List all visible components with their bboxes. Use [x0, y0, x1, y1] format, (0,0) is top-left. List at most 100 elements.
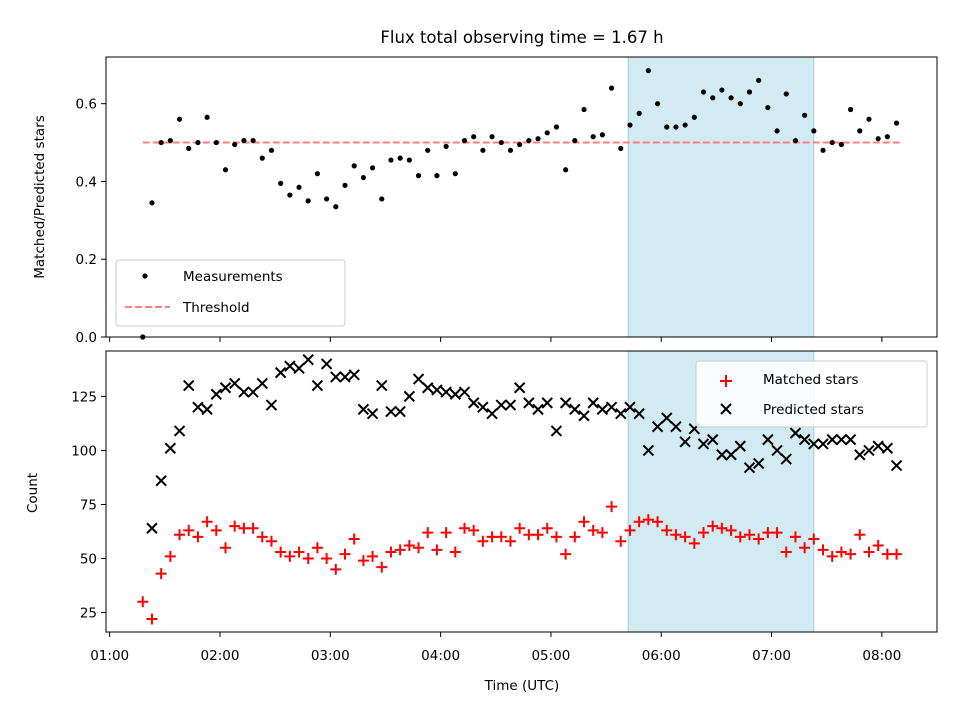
measurement-point: [636, 110, 642, 116]
matched-point: [164, 550, 176, 562]
measurement-point: [691, 114, 697, 120]
matched-point: [174, 529, 186, 541]
predicted-point: [651, 420, 664, 433]
predicted-point: [183, 379, 195, 392]
measurement-point: [618, 145, 624, 151]
x-axis-label: Time (UTC): [484, 678, 560, 694]
matched-point: [698, 527, 710, 539]
measurement-point: [360, 174, 366, 181]
measurement-point: [176, 116, 183, 122]
matched-point: [357, 555, 369, 567]
measurement-point: [811, 128, 817, 134]
measurement-point: [673, 124, 679, 130]
matched-point: [569, 531, 581, 543]
matched-point: [845, 548, 857, 560]
measurement-point: [305, 198, 311, 204]
predicted-point: [412, 373, 425, 385]
matched-point: [422, 527, 434, 539]
measurement-point: [489, 134, 495, 140]
measurement-point: [471, 134, 477, 140]
matched-point: [743, 529, 755, 541]
matched-point: [891, 548, 903, 560]
measurement-point: [388, 157, 394, 163]
matched-point: [670, 529, 682, 541]
predicted-point: [348, 369, 360, 381]
measurement-point: [268, 147, 275, 153]
measurement-point: [847, 106, 854, 113]
top-panel: 0.0 0.2 0.4 0.6 Matched/Predicted stars Mea…: [32, 56, 938, 346]
top-y-tick-label: 0.0: [76, 330, 97, 346]
measurement-point: [397, 155, 403, 161]
x-tick-label: 08:00: [862, 648, 901, 664]
matched-point: [321, 553, 333, 565]
predicted-point: [210, 388, 223, 400]
matched-point: [348, 533, 360, 545]
measurement-point: [599, 132, 605, 138]
matched-point: [413, 542, 425, 554]
bottom-series-0: [137, 501, 903, 625]
predicted-point: [762, 433, 774, 446]
predicted-point: [863, 444, 875, 457]
predicted-point: [780, 453, 792, 465]
predicted-point: [798, 433, 811, 446]
predicted-point: [706, 433, 719, 446]
predicted-point: [890, 459, 903, 472]
matched-point: [431, 544, 443, 556]
measurement-point: [664, 124, 670, 130]
predicted-point: [826, 433, 838, 446]
measurement-point: [149, 200, 155, 206]
matched-point: [661, 524, 673, 536]
measurement-point: [213, 139, 219, 146]
matched-point: [459, 522, 471, 534]
predicted-point: [541, 397, 553, 409]
predicted-point: [854, 449, 866, 461]
predicted-point: [679, 436, 691, 448]
predicted-point: [274, 366, 287, 379]
measurement-point: [553, 124, 560, 130]
measurement-point: [434, 173, 440, 179]
top-y-tick-label: 0.6: [76, 97, 97, 113]
predicted-point: [752, 457, 765, 470]
predicted-point: [633, 407, 645, 420]
matched-point: [624, 524, 636, 536]
measurement-point: [517, 141, 523, 148]
predicted-point: [743, 462, 756, 474]
predicted-point: [311, 379, 324, 392]
x-tick-label: 02:00: [201, 648, 240, 664]
predicted-point: [403, 390, 416, 403]
measurement-point: [535, 136, 541, 142]
measurement-point: [232, 141, 238, 148]
matched-point: [606, 501, 618, 513]
matched-point: [137, 596, 149, 608]
legend-predicted-marker: [720, 403, 732, 415]
legend-measurements-label: Measurements: [183, 269, 283, 285]
matched-point: [265, 535, 277, 547]
matched-point: [596, 527, 608, 539]
measurement-point: [507, 147, 514, 153]
x-tick-label: 05:00: [531, 648, 570, 664]
predicted-point: [394, 405, 406, 418]
matched-point: [633, 516, 645, 528]
x-tick-label: 03:00: [311, 648, 350, 664]
predicted-point: [835, 433, 848, 446]
matched-point: [220, 542, 232, 554]
matched-point: [293, 546, 305, 558]
bottom-series-1: [146, 353, 903, 534]
predicted-point: [716, 449, 728, 461]
predicted-point: [320, 358, 333, 370]
matched-point: [440, 527, 452, 539]
matched-point: [826, 550, 838, 562]
measurement-point: [278, 180, 284, 186]
predicted-point: [578, 410, 590, 422]
predicted-point: [422, 382, 434, 394]
measurement-point: [259, 155, 265, 161]
matched-point: [486, 531, 498, 543]
predicted-point: [615, 407, 627, 420]
bottom-panel: 01:00 02:00 03:00 04:00 05:00 06:00 07:00 08:00…: [25, 350, 938, 694]
matched-point: [449, 546, 461, 558]
legend-matched-marker: [720, 375, 732, 387]
matched-point: [247, 522, 259, 534]
legend-matched-label: Matched stars: [763, 372, 859, 388]
x-tick-label: 04:00: [421, 648, 460, 664]
